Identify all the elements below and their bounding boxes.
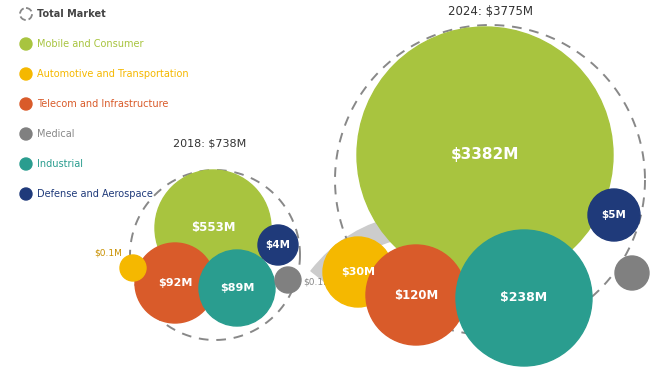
Circle shape bbox=[20, 128, 32, 140]
Text: $238M: $238M bbox=[500, 291, 547, 304]
Text: CAGR: 31%: CAGR: 31% bbox=[359, 254, 426, 290]
Circle shape bbox=[20, 68, 32, 80]
Text: Mobile and Consumer: Mobile and Consumer bbox=[37, 39, 144, 49]
Text: $92M: $92M bbox=[158, 278, 192, 288]
Circle shape bbox=[155, 170, 271, 286]
Text: 2018: $738M: 2018: $738M bbox=[174, 138, 246, 148]
Circle shape bbox=[615, 256, 649, 290]
Circle shape bbox=[135, 243, 215, 323]
Circle shape bbox=[20, 188, 32, 200]
Text: Total Market: Total Market bbox=[37, 9, 106, 19]
Text: Medical: Medical bbox=[37, 129, 75, 139]
Circle shape bbox=[323, 237, 393, 307]
Text: Industrial: Industrial bbox=[37, 159, 83, 169]
Text: Automotive and Transportation: Automotive and Transportation bbox=[37, 69, 188, 79]
Circle shape bbox=[120, 255, 146, 281]
Text: $553M: $553M bbox=[190, 222, 235, 235]
Text: $0.1M: $0.1M bbox=[303, 277, 331, 286]
Circle shape bbox=[357, 27, 613, 283]
Text: $3382M: $3382M bbox=[451, 147, 519, 162]
Text: $4M: $4M bbox=[265, 240, 291, 250]
Text: $0.1M: $0.1M bbox=[94, 249, 122, 257]
Circle shape bbox=[456, 230, 592, 366]
Text: $5M: $5M bbox=[601, 210, 627, 220]
Text: $89M: $89M bbox=[220, 283, 254, 293]
Circle shape bbox=[588, 189, 640, 241]
Text: $120M: $120M bbox=[394, 288, 438, 301]
Circle shape bbox=[20, 158, 32, 170]
FancyArrowPatch shape bbox=[311, 208, 427, 285]
Circle shape bbox=[20, 98, 32, 110]
Circle shape bbox=[275, 267, 301, 293]
Circle shape bbox=[258, 225, 298, 265]
Text: $30M: $30M bbox=[341, 267, 375, 277]
Text: 2024: $3775M: 2024: $3775M bbox=[447, 5, 532, 18]
Circle shape bbox=[366, 245, 466, 345]
Circle shape bbox=[199, 250, 275, 326]
Text: Defense and Aerospace: Defense and Aerospace bbox=[37, 189, 153, 199]
Circle shape bbox=[20, 38, 32, 50]
Text: Telecom and Infrastructure: Telecom and Infrastructure bbox=[37, 99, 168, 109]
